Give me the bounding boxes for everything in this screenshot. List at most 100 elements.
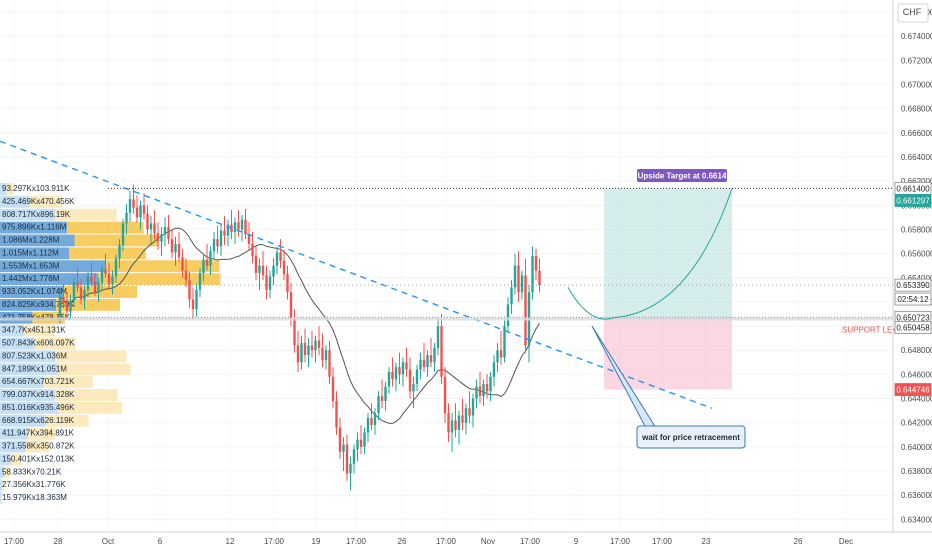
volume-profile-bar-down (25, 440, 50, 453)
badge-countdown: 02:54:12 (897, 295, 929, 304)
volume-profile-bar-down (34, 337, 76, 350)
candle-body (156, 233, 160, 242)
volume-profile-bar-down (55, 389, 118, 401)
candle-body (268, 276, 272, 290)
volume-profile-bar-down (29, 195, 62, 208)
position-zones (604, 188, 732, 390)
candle-body (300, 342, 303, 363)
volume-profile-bar-up (0, 453, 11, 466)
volume-profile-bar-up (0, 286, 64, 298)
candle-body (391, 371, 394, 380)
y-tick-label: 0.654000 (901, 274, 932, 283)
volume-profile-bar-down (1, 479, 4, 492)
candle-body (314, 340, 317, 351)
x-tick-label: 17:00 (346, 537, 367, 546)
candle-body (272, 265, 275, 277)
candle-body (419, 359, 422, 370)
candle-body (195, 289, 198, 310)
candle-body (489, 376, 492, 392)
projected-path (567, 188, 733, 320)
volume-profile-label: 150.401Kx152.013K (2, 454, 75, 463)
ma-path (59, 227, 540, 424)
y-tick-label: 0.668000 (901, 105, 932, 114)
candle-body (198, 272, 202, 290)
volume-profile-label: 1.015Mx1.112M (2, 248, 59, 257)
x-tick-label: 17:00 (520, 537, 541, 546)
note-box (636, 425, 746, 449)
volume-profile-bar-down (69, 247, 146, 260)
candle-body (142, 205, 146, 214)
volume-profile-bar-down (98, 273, 221, 286)
candle-body (153, 223, 156, 234)
drawing-lines (0, 140, 893, 409)
candle-body (510, 287, 513, 305)
x-tick-label: 26 (398, 537, 407, 546)
volume-profile-bar-up (0, 376, 45, 389)
volume-profile: 93.297Kx103.911K 425.469Kx470.456K 808.717… (0, 183, 221, 504)
candle-body (275, 252, 279, 266)
volume-profile-label: 807.523Kx1.036M (2, 351, 67, 360)
candle-body (464, 408, 468, 423)
volume-profile-bar-down (55, 208, 117, 221)
candle-body (90, 276, 93, 282)
target-label-box (637, 169, 727, 182)
candle-body (303, 342, 307, 356)
volume-profile-bar-up (0, 183, 7, 195)
candle-body (496, 350, 499, 363)
x-axis: 17:00 28 Oct 6 12 17:00 19 17:00 26 17:00 Nov 17:00… (4, 537, 853, 546)
candle-body (219, 230, 223, 247)
candle-body (538, 270, 541, 286)
volume-profile-bar-up (0, 234, 75, 247)
candle-body (107, 274, 111, 284)
candle-body (58, 297, 62, 317)
y-tick-label: 0.664000 (901, 153, 932, 162)
candle-body (387, 371, 391, 387)
badge-support-bottom: 0.650458 (896, 324, 930, 333)
candle-body (118, 245, 121, 259)
volume-profile-bar-down (74, 234, 159, 247)
volume-profile-bar-down (56, 298, 120, 311)
candle-body (251, 243, 254, 257)
candle-body (485, 384, 489, 392)
candle-body (97, 282, 100, 293)
badge-stop-level-box (894, 383, 932, 396)
candle-body (461, 415, 464, 423)
candle-body (128, 199, 132, 213)
y-tick-label: 0.640000 (901, 443, 932, 452)
volume-profile-bar-up (0, 273, 99, 286)
volume-profile-bar-up (0, 337, 35, 350)
volume-profile-bar-down (58, 363, 131, 376)
y-tick-label: 0.670000 (901, 80, 932, 89)
candle-body (317, 340, 321, 348)
candle-body (440, 326, 443, 377)
price-badges: 0.661400 0.661297 0.653390 02:54:12 0.650723… (894, 181, 932, 396)
note-text: wait for price retracement (641, 433, 740, 442)
candle-body (373, 413, 377, 426)
volume-profile-bar-down (6, 183, 14, 195)
candle-body (429, 355, 433, 363)
volume-profile-bar-up (0, 427, 29, 440)
candle-body (293, 318, 296, 346)
volume-profile-label: 799.037Kx914.328K (2, 390, 75, 399)
candle-body (328, 350, 331, 377)
candle-body (79, 287, 83, 300)
candle-body (216, 239, 219, 247)
volume-profile-label: 824.825Kx934.763K (2, 300, 75, 309)
candle-body (506, 304, 510, 327)
candle-body (254, 256, 258, 273)
volume-profile-label: 847.189Kx1.051M (2, 364, 67, 373)
volume-profile-bar-up (0, 260, 106, 273)
candle-body (352, 449, 356, 464)
candle-body (160, 234, 163, 242)
candle-body (342, 444, 345, 452)
badge-support-bottom-box (894, 321, 932, 335)
candle-body (258, 265, 261, 273)
candle-body (212, 239, 216, 252)
y-tick-label: 0.644000 (901, 395, 932, 404)
candle-body (191, 299, 195, 310)
x-tick-label: 12 (226, 537, 235, 546)
candle-body (513, 265, 517, 288)
x-tick-label: 17:00 (4, 537, 25, 546)
candle-body (450, 420, 454, 433)
